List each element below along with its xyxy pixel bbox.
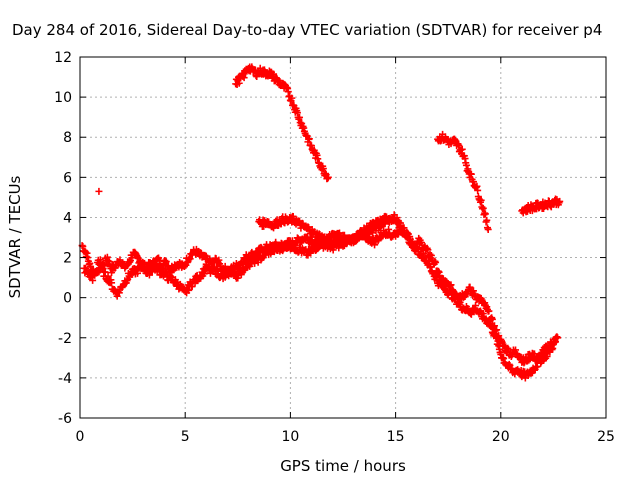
data-point bbox=[455, 141, 463, 149]
data-point bbox=[371, 241, 379, 249]
y-tick-label: 0 bbox=[63, 291, 72, 307]
data-point bbox=[452, 293, 460, 301]
y-tick-label: -6 bbox=[58, 411, 72, 427]
data-point bbox=[488, 322, 496, 330]
data-point bbox=[479, 204, 487, 212]
series-arc-mid bbox=[434, 130, 492, 233]
data-point bbox=[324, 173, 332, 181]
series-upper-band bbox=[255, 212, 397, 246]
data-series bbox=[78, 63, 564, 382]
y-tick-label: 8 bbox=[63, 130, 72, 146]
data-point bbox=[240, 74, 248, 82]
series-short-segment bbox=[518, 195, 564, 217]
data-point bbox=[552, 338, 560, 346]
y-tick-label: 2 bbox=[63, 251, 72, 267]
data-point bbox=[432, 258, 440, 266]
data-point bbox=[270, 70, 278, 78]
data-point bbox=[474, 186, 482, 194]
y-tick-label: 12 bbox=[54, 50, 72, 66]
x-tick-label: 10 bbox=[281, 429, 299, 445]
data-point bbox=[481, 210, 489, 218]
data-point bbox=[556, 197, 564, 205]
data-point bbox=[101, 268, 109, 276]
data-point bbox=[458, 145, 466, 153]
data-point bbox=[493, 326, 501, 334]
data-point bbox=[488, 315, 496, 323]
x-tick-label: 20 bbox=[492, 429, 510, 445]
data-point bbox=[483, 216, 491, 224]
data-point bbox=[554, 334, 562, 342]
data-point bbox=[389, 215, 397, 223]
data-point bbox=[413, 244, 421, 252]
data-point bbox=[530, 350, 538, 358]
data-point bbox=[396, 222, 404, 230]
y-tick-label: -4 bbox=[58, 371, 72, 387]
data-point bbox=[99, 265, 107, 273]
data-point bbox=[305, 135, 313, 143]
data-point bbox=[493, 334, 501, 342]
x-tick-label: 0 bbox=[76, 429, 85, 445]
data-point bbox=[288, 94, 296, 102]
x-axis-label: GPS time / hours bbox=[280, 457, 406, 475]
series-arc-high bbox=[232, 63, 332, 183]
chart-title: Day 284 of 2016, Sidereal Day-to-day VTE… bbox=[12, 21, 602, 39]
data-point bbox=[533, 362, 541, 370]
y-axis-label: SDTVAR / TECUs bbox=[6, 175, 24, 298]
data-point bbox=[340, 231, 348, 239]
x-tick-label: 5 bbox=[181, 429, 190, 445]
x-tick-label: 25 bbox=[597, 429, 615, 445]
y-tick-label: 10 bbox=[54, 90, 72, 106]
y-tick-label: -2 bbox=[58, 331, 72, 347]
data-point bbox=[235, 79, 243, 87]
y-tick-label: 4 bbox=[63, 210, 72, 226]
x-tick-label: 15 bbox=[387, 429, 405, 445]
data-point bbox=[108, 279, 116, 287]
data-point bbox=[96, 256, 104, 264]
data-point bbox=[95, 187, 103, 195]
data-point bbox=[104, 272, 112, 280]
data-point bbox=[134, 269, 142, 277]
data-point bbox=[420, 249, 428, 257]
data-point bbox=[352, 236, 360, 244]
plot-frame bbox=[79, 56, 607, 419]
data-point bbox=[140, 260, 148, 268]
data-point bbox=[477, 196, 485, 204]
axis-ticks: 0 5 10 15 20 25 -6 -4 -2 0 2 4 6 8 10 12 bbox=[54, 50, 615, 445]
data-point bbox=[485, 307, 493, 315]
series-outlier bbox=[95, 187, 103, 195]
y-tick-label: 6 bbox=[63, 170, 72, 186]
data-point bbox=[484, 225, 492, 233]
data-point bbox=[447, 281, 455, 289]
